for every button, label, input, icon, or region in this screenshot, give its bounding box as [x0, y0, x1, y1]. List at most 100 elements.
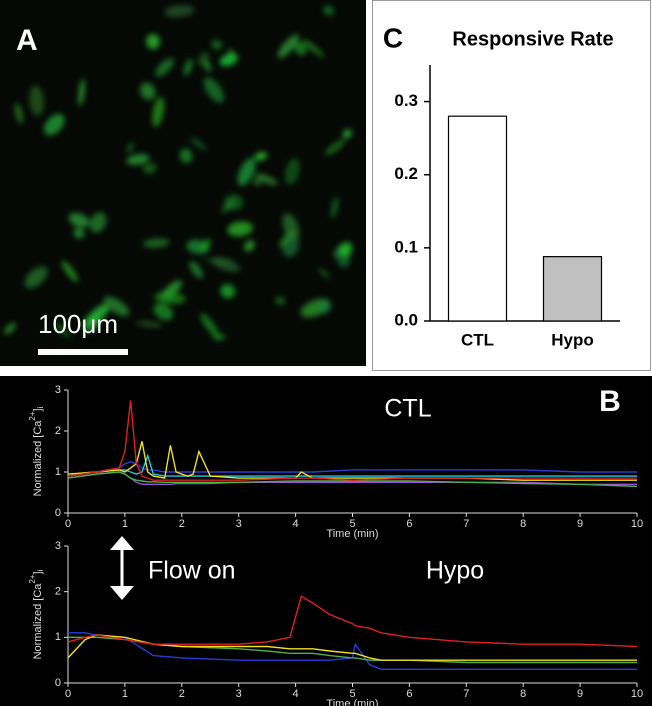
x-tick-label: 5 — [349, 688, 355, 700]
trace — [68, 632, 637, 670]
micrograph — [0, 0, 366, 366]
x-tick-label: 7 — [463, 518, 469, 530]
y-tick-label: 1 — [55, 466, 61, 478]
cell — [324, 139, 346, 156]
cell — [228, 49, 235, 58]
flow-arrow — [110, 536, 134, 600]
cell — [146, 34, 160, 50]
y-label-sub: i — [36, 406, 45, 408]
cell — [190, 137, 207, 151]
cell — [221, 199, 235, 214]
trace-panel — [0, 376, 652, 706]
cell — [68, 212, 90, 228]
cell — [254, 173, 278, 185]
x-tick-label: CTL — [461, 330, 494, 349]
x-tick-label: 0 — [65, 688, 71, 700]
cell — [211, 39, 223, 50]
cell — [126, 142, 134, 153]
x-axis-label: Time (min) — [326, 528, 378, 540]
cell — [142, 163, 157, 174]
x-tick-label: 6 — [406, 518, 412, 530]
cell — [318, 268, 330, 279]
x-tick-label: 5 — [349, 518, 355, 530]
cell — [89, 212, 107, 233]
x-tick-label: 10 — [631, 688, 643, 700]
cell — [189, 261, 204, 279]
y-label-sup: 2+ — [28, 574, 37, 583]
cell-layer — [4, 5, 353, 341]
cell — [4, 322, 16, 335]
bar — [447, 115, 508, 322]
cell — [78, 78, 85, 106]
x-tick-label: 6 — [406, 688, 412, 700]
y-label-sub: i — [36, 569, 45, 571]
trace — [67, 595, 638, 648]
x-tick-label: 9 — [577, 518, 583, 530]
x-tick-label: 7 — [463, 688, 469, 700]
trace — [67, 634, 637, 661]
y-axis-label: Normalized [Ca2+]i — [28, 406, 45, 496]
y-label-close: ] — [32, 571, 44, 574]
cell — [29, 85, 44, 116]
cell — [200, 313, 220, 338]
x-tick-label: 2 — [179, 688, 185, 700]
x-tick-label: 9 — [577, 688, 583, 700]
x-tick-label: 3 — [236, 518, 242, 530]
scale-bar — [38, 349, 128, 355]
panel-label: B — [599, 385, 621, 418]
cell — [277, 34, 299, 59]
x-tick-label: 4 — [293, 518, 299, 530]
cell — [282, 235, 300, 257]
cell — [55, 322, 70, 339]
y-label-sup: 2+ — [28, 411, 37, 420]
x-tick-label: 10 — [631, 518, 643, 530]
x-tick-label: 2 — [179, 518, 185, 530]
cell — [227, 221, 253, 237]
y-tick-label: 0 — [55, 507, 61, 519]
cell — [126, 154, 150, 165]
cell — [252, 179, 262, 186]
cell — [203, 77, 224, 103]
cell — [44, 113, 65, 136]
chart-title: Responsive Rate — [452, 28, 613, 50]
chart-title: Hypo — [426, 557, 484, 585]
cell — [61, 260, 78, 283]
panel-label: C — [383, 22, 403, 53]
cell — [302, 39, 325, 58]
cell — [237, 158, 256, 186]
panel-label: A — [16, 24, 38, 57]
y-label-text: Normalized [Ca — [32, 583, 44, 660]
cell — [152, 97, 165, 128]
x-tick-label: 1 — [122, 688, 128, 700]
y-tick-label: 0 — [55, 677, 61, 689]
cell — [142, 238, 170, 248]
cell — [154, 291, 186, 305]
y-tick-label: 2 — [55, 586, 61, 598]
trace — [67, 453, 637, 477]
y-tick-label: 0.3 — [394, 91, 418, 110]
cell — [275, 296, 286, 305]
cell — [294, 42, 308, 56]
x-tick-label: 3 — [236, 688, 242, 700]
bar — [542, 256, 603, 322]
y-label-close: ] — [32, 408, 44, 411]
cell — [330, 196, 339, 219]
cell — [211, 257, 240, 272]
x-tick-label: Hypo — [551, 330, 594, 349]
cell — [284, 158, 300, 185]
cell — [204, 59, 211, 73]
x-tick-label: 4 — [293, 688, 299, 700]
scale-bar-label: 100μm — [38, 309, 118, 339]
cell — [155, 58, 174, 77]
cell — [323, 5, 334, 16]
bar-panel — [372, 0, 651, 371]
y-tick-label: 1 — [55, 631, 61, 643]
cell — [103, 296, 130, 316]
cell — [220, 284, 236, 299]
cell — [135, 321, 163, 327]
cell — [317, 300, 331, 314]
y-label-text: Normalized [Ca — [32, 420, 44, 497]
cell — [339, 242, 353, 257]
cell — [164, 5, 195, 18]
